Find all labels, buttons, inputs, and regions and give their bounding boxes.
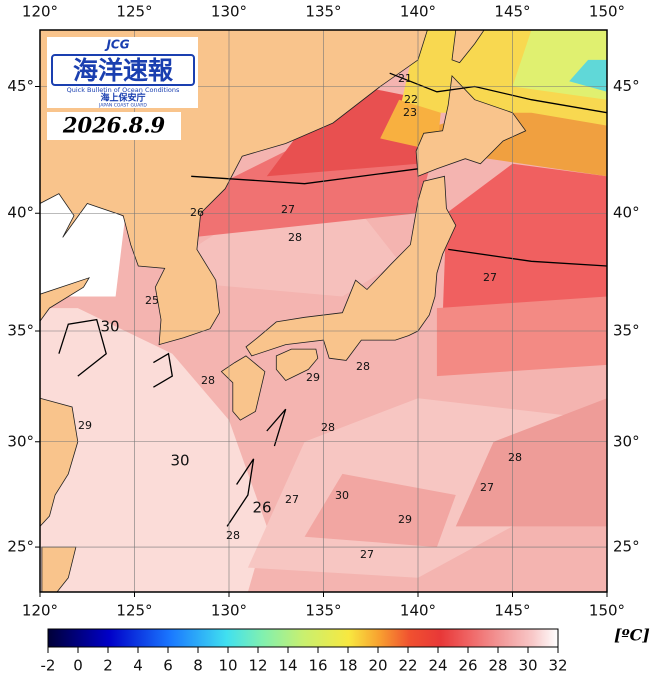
colorbar-label: -2 [41, 657, 56, 675]
colorbar-label: 32 [548, 657, 567, 675]
contour-label: 26 [190, 206, 204, 219]
contour-label: 29 [306, 371, 320, 384]
contour-label: 27 [360, 548, 374, 561]
contour-label: 22 [404, 93, 418, 106]
no-data [40, 188, 125, 297]
sea-zone [266, 86, 428, 177]
y-tick-label: 45° [7, 77, 34, 95]
contour-label: 28 [356, 360, 370, 373]
y-tick-label: 45° [613, 77, 640, 95]
x-tick-label: 120° [22, 602, 58, 620]
contour [266, 408, 287, 447]
x-tick-label: 125° [116, 602, 152, 620]
sea-zone [40, 308, 267, 592]
x-tick-label: 140° [400, 602, 436, 620]
land [40, 30, 428, 346]
land [415, 75, 527, 177]
contour-label: 25 [145, 294, 159, 307]
contour-label: 28 [288, 231, 302, 244]
colorbar-label: 10 [218, 657, 237, 675]
contour-label: 29 [398, 513, 412, 526]
colorbar-label: 16 [308, 657, 327, 675]
x-tick-label: 135° [305, 602, 341, 620]
colorbar-label: 30 [518, 657, 537, 675]
colorbar-unit: [ºC] [614, 626, 650, 645]
contour-label: 29 [78, 419, 92, 432]
colorbar-label: 20 [368, 657, 387, 675]
colorbar-label: 26 [458, 657, 477, 675]
contour-label: 30 [100, 318, 119, 336]
logo-subtitle: Quick Bulletin of Ocean Conditions [67, 86, 180, 94]
x-tick-label: 145° [494, 3, 530, 21]
x-tick-label: 120° [22, 3, 58, 21]
colorbar-label: 4 [133, 657, 143, 675]
x-tick-label: 135° [305, 3, 341, 21]
colorbar-label: 12 [248, 657, 267, 675]
colorbar-label: 14 [278, 657, 297, 675]
x-tick-label: 150° [589, 3, 625, 21]
colorbar-label: 6 [163, 657, 173, 675]
x-tick-label: 130° [211, 602, 247, 620]
contour-label: 30 [170, 452, 189, 470]
y-tick-label: 40° [613, 204, 640, 222]
logo-title: 海洋速報 [73, 56, 174, 85]
contour-label: 27 [480, 481, 494, 494]
contour-label: 21 [398, 72, 412, 85]
x-tick-label: 130° [211, 3, 247, 21]
colorbar-label: 22 [398, 657, 417, 675]
x-tick-label: 140° [400, 3, 436, 21]
date: 2026.8.9 [62, 113, 166, 138]
contour [226, 458, 255, 527]
land [275, 348, 319, 381]
logo-agency-en: JAPAN COAST GUARD [98, 103, 147, 109]
y-tick-label: 30° [613, 432, 640, 450]
contour-label: 27 [281, 203, 295, 216]
date-box [47, 112, 181, 140]
y-tick-label: 25° [7, 538, 34, 556]
contour-label: 28 [321, 421, 335, 434]
y-tick-label: 35° [613, 322, 640, 340]
y-tick-label: 35° [7, 322, 34, 340]
land [245, 175, 457, 361]
colorbar-label: 2 [103, 657, 113, 675]
map-area [40, 30, 607, 592]
colorbar-label: 24 [428, 657, 447, 675]
colorbar-label: 0 [73, 657, 83, 675]
logo-agency: 海上保安庁 [100, 92, 145, 104]
land [40, 277, 90, 333]
contour-label: 28 [201, 374, 215, 387]
sea-zone [436, 296, 607, 377]
sea-zone [442, 163, 607, 320]
logo: JCG 海洋速報 Quick Bulletin of Ocean Conditi… [47, 37, 198, 109]
contour-label: 27 [483, 271, 497, 284]
contour [58, 318, 107, 377]
land [40, 397, 79, 528]
colorbar-label: 28 [488, 657, 507, 675]
contour-label: 28 [508, 451, 522, 464]
sea-zone [455, 398, 607, 527]
land [451, 30, 485, 64]
y-tick-label: 40° [7, 204, 34, 222]
y-tick-label: 25° [613, 538, 640, 556]
x-tick-label: 150° [589, 602, 625, 620]
contour-label: 26 [252, 499, 271, 517]
contour-label: 30 [335, 489, 349, 502]
contour-label: 27 [285, 493, 299, 506]
colorbar-label: 8 [193, 657, 203, 675]
logo-mark: JCG [104, 38, 129, 52]
x-tick-label: 125° [116, 3, 152, 21]
colorbar-label: 18 [338, 657, 357, 675]
colorbar [47, 628, 559, 648]
logo-banner [51, 54, 195, 86]
sea-zone [569, 59, 607, 92]
contour [448, 248, 607, 267]
contour [153, 352, 174, 388]
sea-zone [191, 213, 400, 297]
contour-label: 23 [403, 106, 417, 119]
y-tick-label: 30° [7, 432, 34, 450]
x-tick-label: 145° [494, 602, 530, 620]
contour-label: 28 [226, 529, 240, 542]
land [220, 355, 266, 421]
